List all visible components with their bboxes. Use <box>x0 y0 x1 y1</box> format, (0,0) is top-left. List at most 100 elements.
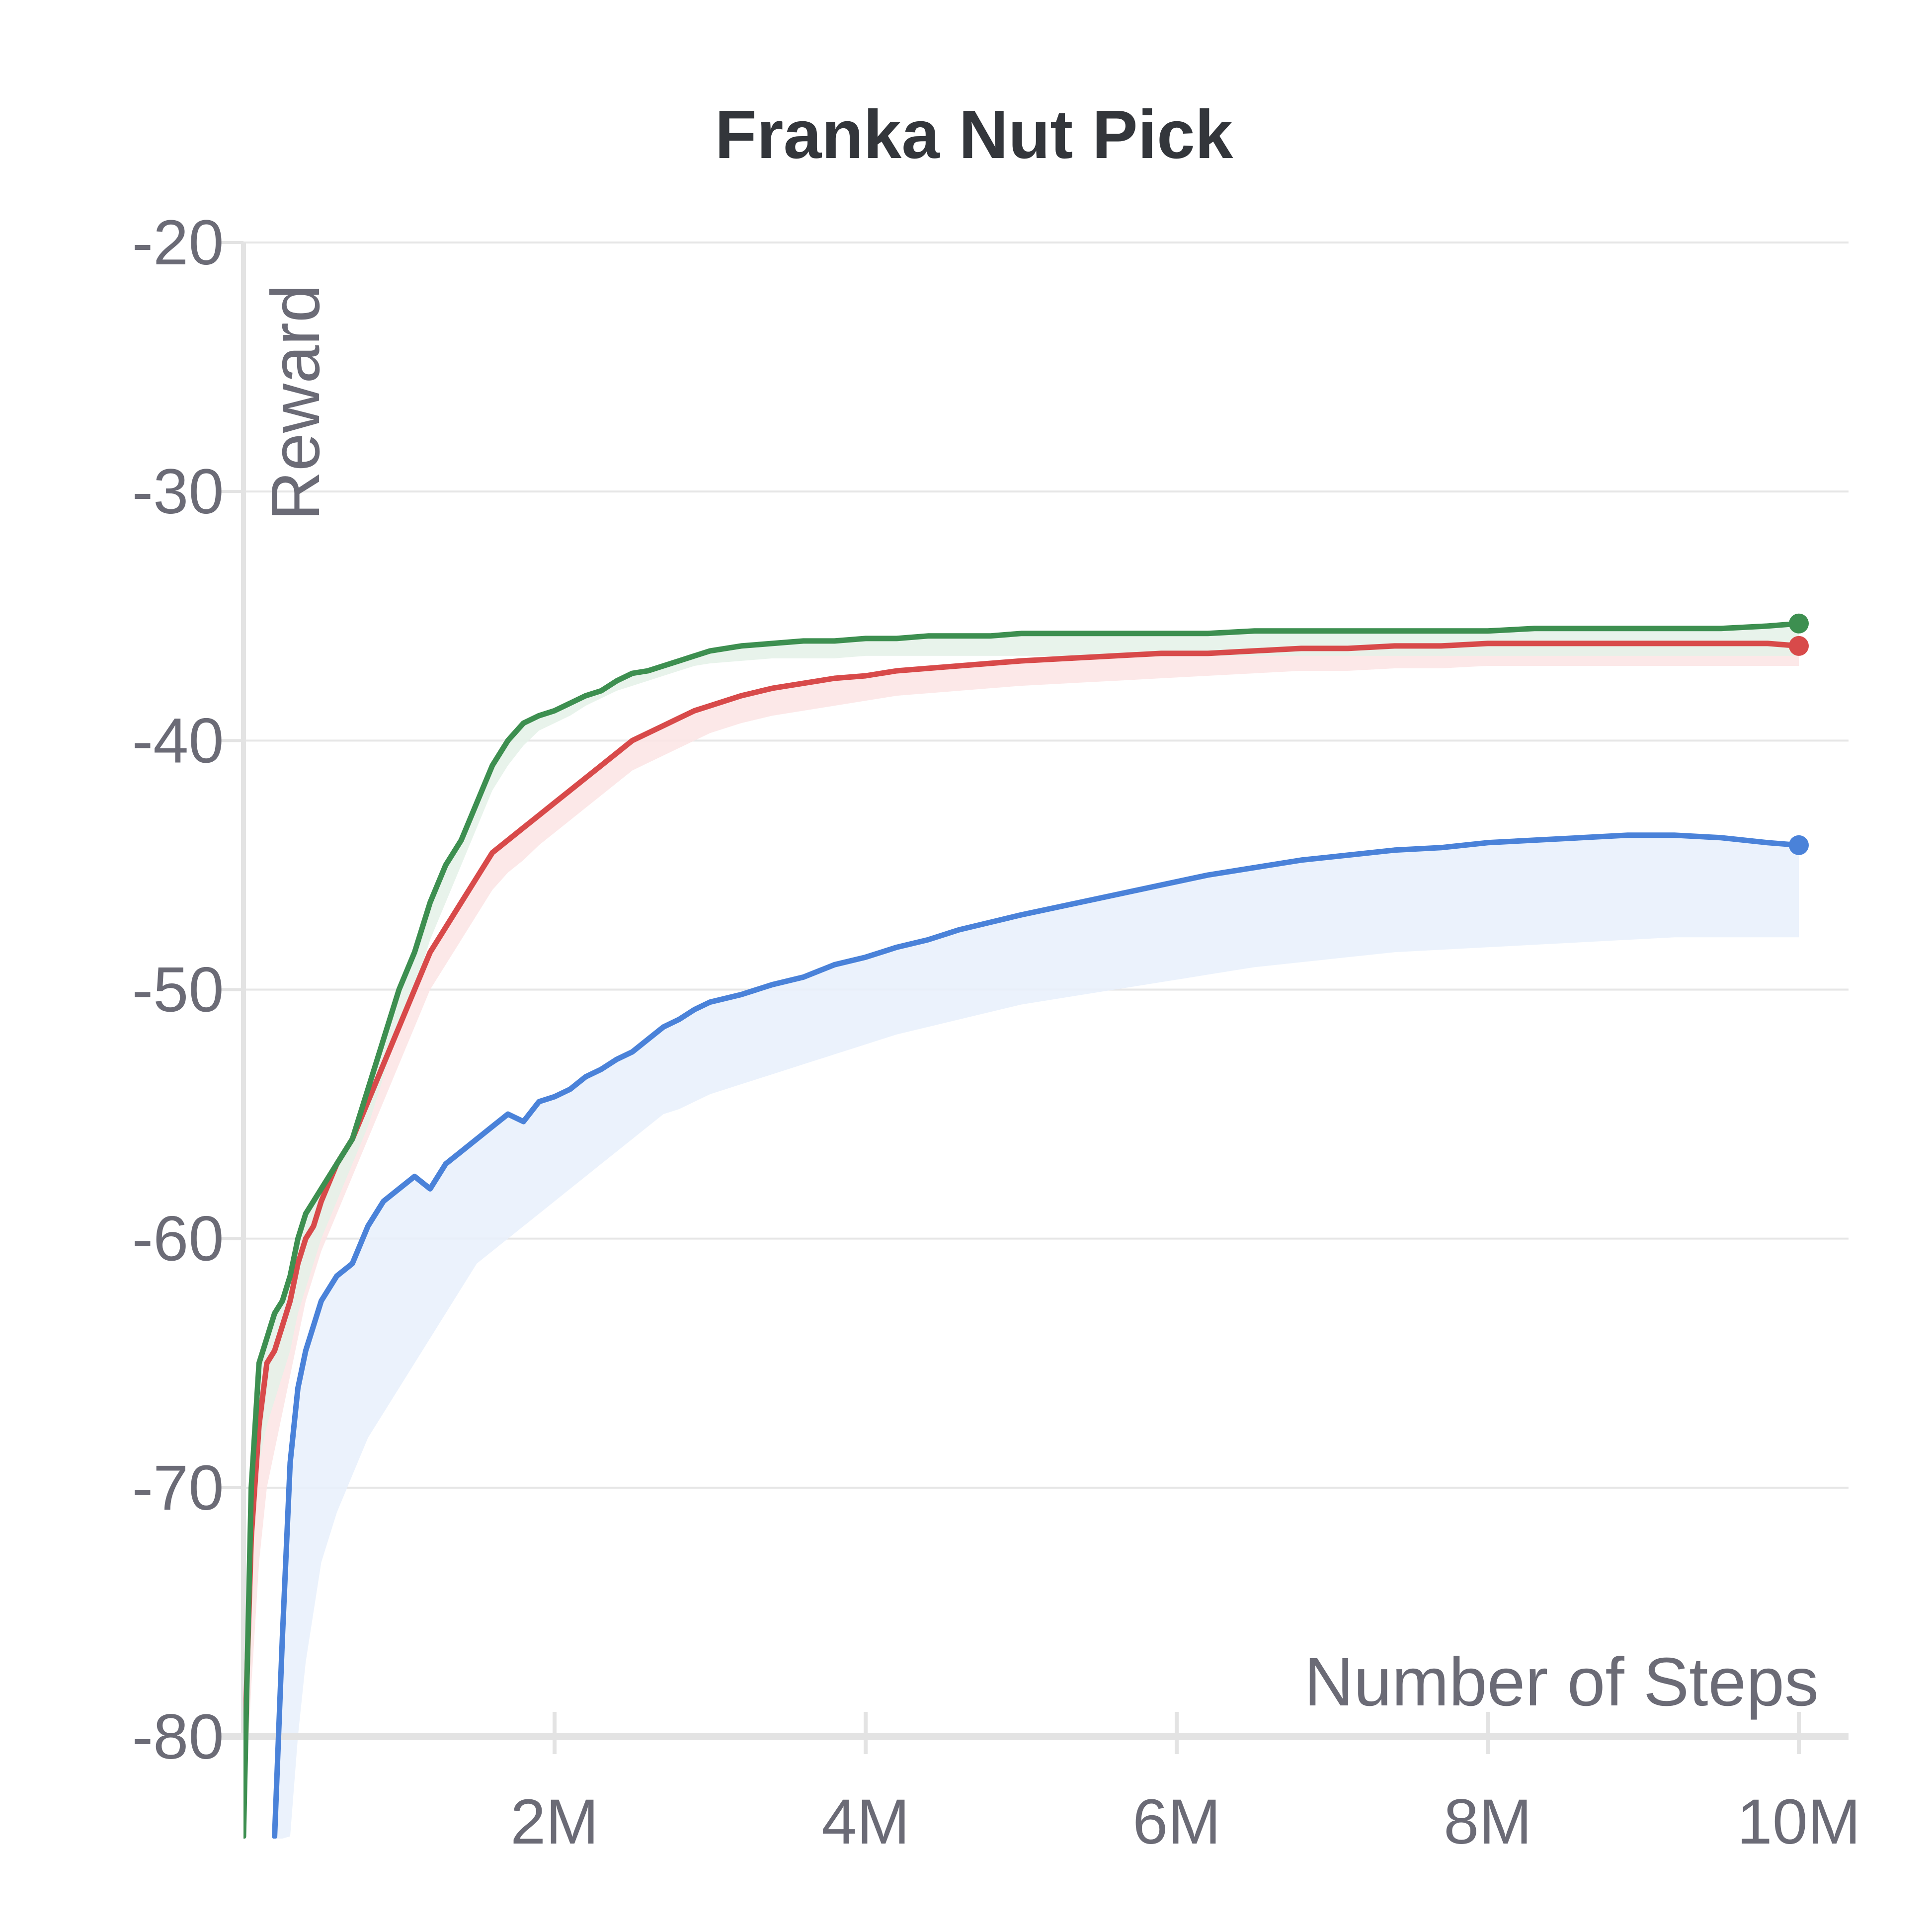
series-2-point <box>367 1089 368 1090</box>
series-2-point <box>430 902 431 903</box>
series-0-point <box>896 947 897 948</box>
series-1-point <box>1581 643 1582 644</box>
series-0-point <box>741 994 742 995</box>
series-2-point <box>336 1163 337 1164</box>
series-0-point <box>298 1387 299 1388</box>
series-0-point <box>352 1263 353 1264</box>
series-1-point <box>632 740 633 741</box>
series-2-point <box>663 665 664 666</box>
series-1-point <box>803 683 804 684</box>
series-1-point <box>1347 648 1348 649</box>
series-2-point <box>282 1300 283 1301</box>
series-0-point <box>1627 835 1628 836</box>
series-1-point <box>663 725 664 726</box>
series-0-point <box>1021 914 1022 915</box>
series-0-point <box>282 1637 283 1638</box>
series-1-point <box>772 688 773 689</box>
y-axis-label: Reward <box>257 284 334 521</box>
series-2-point <box>1254 631 1255 632</box>
series-2-point <box>523 723 524 724</box>
series-2-point <box>298 1238 299 1239</box>
series-1-point <box>492 852 493 853</box>
x-tick-label: 4M <box>821 1786 910 1857</box>
series-0-point <box>554 1096 555 1097</box>
series-0-point <box>336 1276 337 1277</box>
series-2-point <box>1067 633 1068 634</box>
series-0-point <box>1347 855 1348 856</box>
series-2-point <box>569 703 570 704</box>
series-0-point <box>461 1151 462 1152</box>
x-axis-label: Number of Steps <box>1304 1644 1819 1720</box>
series-1-point <box>266 1363 267 1364</box>
series-0-point <box>678 1019 679 1020</box>
series-0-point <box>383 1201 384 1202</box>
series-1-point <box>1441 645 1442 646</box>
series-2-end-marker <box>1789 613 1809 634</box>
series-0-point <box>445 1163 446 1164</box>
series-2-point <box>321 1188 322 1189</box>
y-tick-label: -30 <box>132 456 224 527</box>
series-2-point <box>305 1213 306 1214</box>
series-2-point <box>1161 633 1162 634</box>
confidence-bands <box>243 623 1799 1839</box>
series-2-point <box>258 1363 259 1364</box>
series-0-point <box>1581 837 1582 838</box>
series-2-point <box>539 715 540 716</box>
series-2-point <box>507 740 508 741</box>
series-2-point <box>399 989 400 990</box>
series-0-point <box>1767 842 1768 843</box>
series-1-point <box>305 1238 306 1239</box>
x-tick-label: 8M <box>1444 1786 1532 1857</box>
series-2-point <box>290 1276 291 1277</box>
series-2-point <box>445 865 446 866</box>
series-0-point <box>601 1069 602 1070</box>
series-1-point <box>290 1300 291 1301</box>
series-2-point <box>710 650 711 651</box>
series-0-point <box>1394 850 1395 851</box>
series-1-point <box>461 902 462 903</box>
series-1-point <box>1394 645 1395 646</box>
series-0-point <box>663 1027 664 1028</box>
series-1-point <box>298 1263 299 1264</box>
series-2-point <box>803 641 804 642</box>
series-0-point <box>539 1101 540 1102</box>
series-1-point <box>694 710 695 711</box>
series-0-point <box>632 1051 633 1052</box>
series-1-point <box>569 790 570 791</box>
series-1-point <box>647 732 648 733</box>
series-1-point <box>1674 643 1675 644</box>
series-1-point <box>1067 658 1068 659</box>
series-2-point <box>1021 633 1022 634</box>
series-0-point <box>274 1836 275 1837</box>
y-tick-label: -40 <box>132 705 224 776</box>
series-1-point <box>1300 648 1301 649</box>
series-end-markers <box>1789 613 1809 855</box>
series-0-line <box>272 832 1802 1839</box>
series-0-point <box>1441 847 1442 848</box>
series-1-end-marker <box>1789 636 1809 656</box>
series-1-point <box>1534 643 1535 644</box>
series-0-point <box>1161 885 1162 886</box>
series-1-point <box>539 815 540 816</box>
series-1-point <box>927 668 928 669</box>
series-2-point <box>313 1201 314 1202</box>
series-1-point <box>616 752 617 753</box>
series-1-line <box>243 641 1802 1789</box>
series-1-point <box>959 665 960 666</box>
series-1-point <box>554 803 555 804</box>
series-2-point <box>678 660 679 661</box>
series-2-point <box>741 645 742 646</box>
series-1-point <box>507 840 508 841</box>
series-1-point <box>678 718 679 719</box>
series-1-point <box>601 765 602 766</box>
series-2-point <box>414 952 415 953</box>
y-axis-ticks: -20 -30 -40 -50 -60 -70 -80 <box>132 207 243 1772</box>
x-tick-label: 2M <box>510 1786 599 1857</box>
series-1-point <box>445 927 446 928</box>
series-2-point <box>632 673 633 674</box>
series-0-point <box>367 1226 368 1227</box>
series-0-point <box>477 1138 478 1139</box>
series-2-point <box>243 1836 244 1837</box>
series-1-point <box>1627 643 1628 644</box>
